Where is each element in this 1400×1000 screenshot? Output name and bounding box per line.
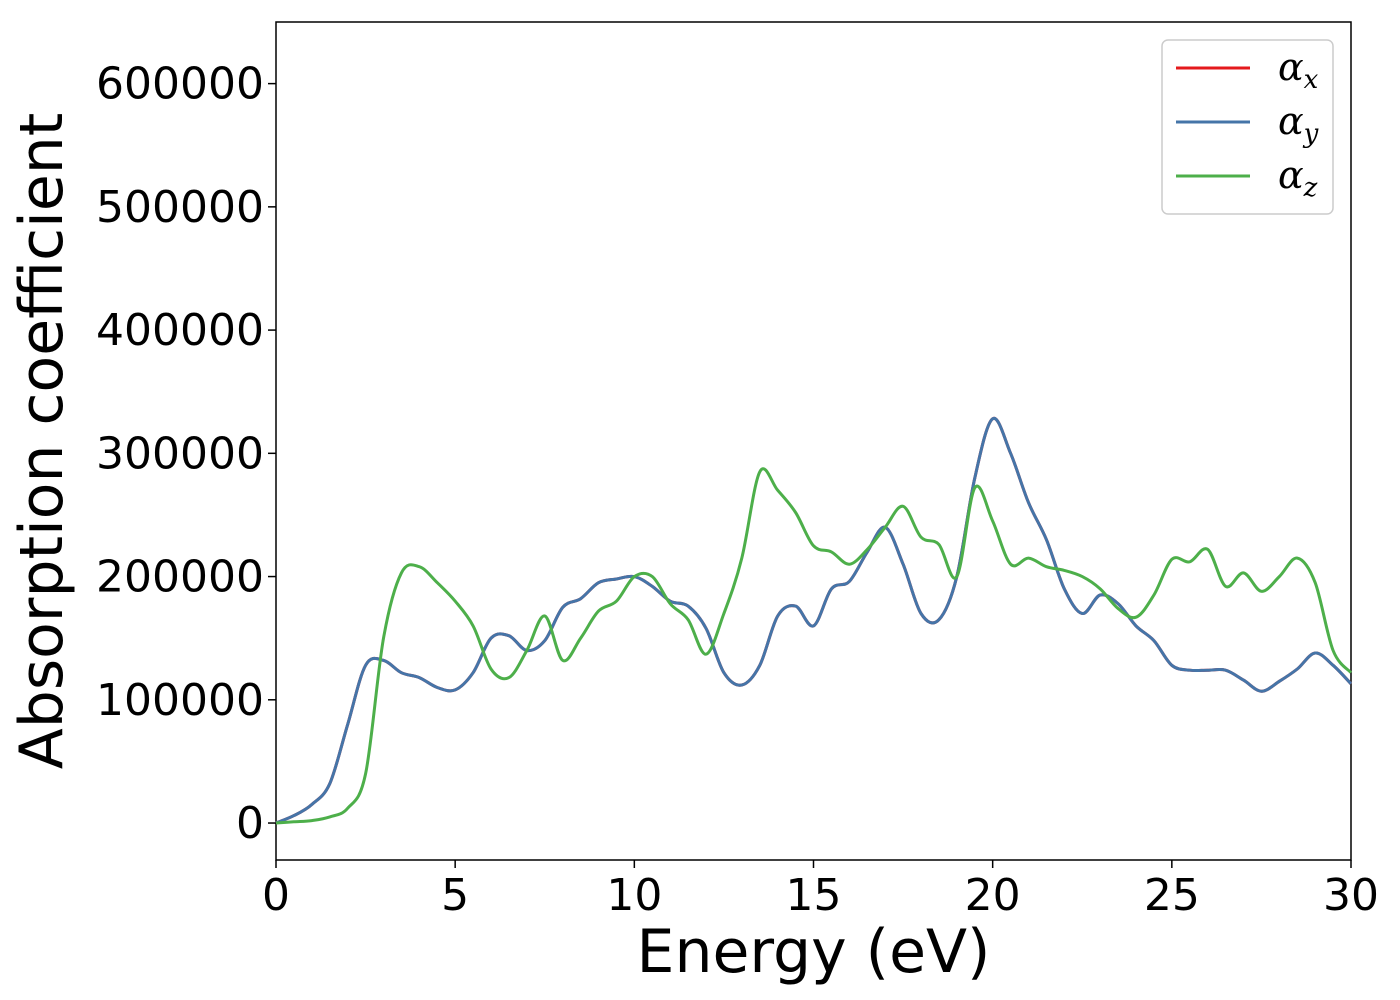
legend-subscript: y [1303,119,1319,149]
series-line-z [275,467,1353,825]
y-tick-label: 200000 [96,552,264,603]
legend-box [1161,39,1334,215]
x-tick-label: 25 [1144,870,1200,921]
y-axis-title: Absorption coefficient [7,113,77,770]
legend-subscript: z [1303,173,1318,203]
legend-subscript: x [1304,65,1319,95]
x-tick-label: 5 [441,870,469,921]
series-line-x [275,417,1353,825]
x-tick-label: 0 [262,870,290,921]
x-tick-label: 10 [606,870,662,921]
x-tick-label: 20 [965,870,1021,921]
y-tick-label: 300000 [96,428,264,479]
series-group [275,417,1353,825]
series-line-y [275,417,1353,825]
axes-group: 0 5 10 15 20 25 30 0 100000 200000 300000 400000 500… [96,21,1379,921]
y-tick-label: 500000 [96,182,264,233]
y-tick-label: 0 [236,798,264,849]
y-tick-label: 400000 [96,305,264,356]
x-tick-label: 15 [786,870,842,921]
x-axis-title: Energy (eV) [637,917,991,987]
y-tick-label: 600000 [96,59,264,110]
y-tick-label: 100000 [96,675,264,726]
x-tick-label: 30 [1323,870,1379,921]
